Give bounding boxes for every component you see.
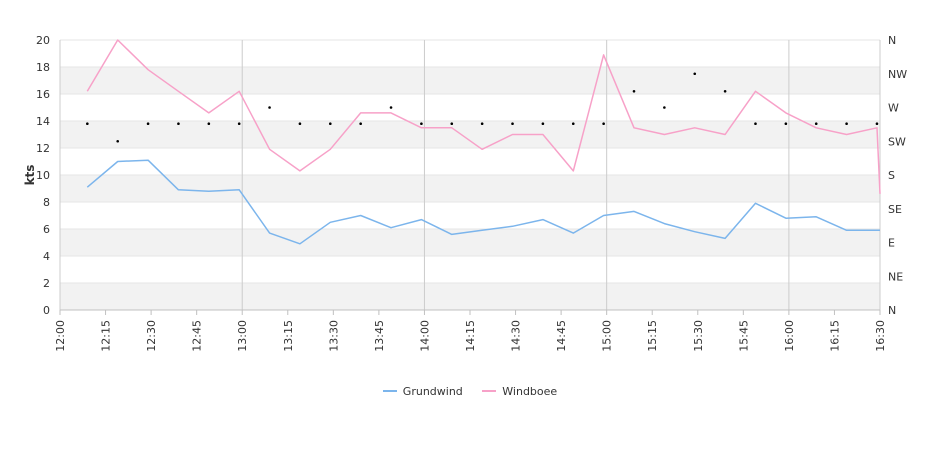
direction-point [116,139,120,143]
x-tick-label: 13:45 [373,320,386,352]
direction-point [511,122,514,125]
direction-point [480,122,484,125]
direction-point [875,122,879,125]
direction-point [420,122,423,125]
x-tick-label: 15:00 [601,320,614,352]
x-tick-label: 12:00 [54,320,67,352]
x-tick-label: 15:45 [737,320,750,352]
direction-tick-label: W [888,102,899,115]
plot-band [60,148,880,175]
plot-band [60,256,880,283]
plot-band [60,121,880,148]
direction-tick-label: S [888,169,895,182]
direction-axis-ticks: N NE E SE S SW W NW N [888,34,907,317]
x-tick-label: 14:15 [464,320,477,352]
direction-tick-label: SW [888,135,906,148]
direction-point [814,122,818,125]
x-tick-label: 12:30 [145,320,158,352]
x-tick-label: 15:30 [692,320,705,352]
direction-point [86,122,89,125]
series-line-windboee [86,39,881,194]
series-lines [86,39,881,245]
y-tick-label: 14 [36,115,50,128]
x-axis-ticks: 12:00 12:15 12:30 12:45 13:00 13:15 13:30 13:45… [54,310,887,352]
direction-point [298,122,302,125]
y-tick-label: 6 [43,223,50,236]
x-tick-label: 14:45 [555,320,568,352]
direction-point [268,106,271,109]
x-tick-label: 14:30 [510,320,523,352]
x-tick-label: 16:30 [874,320,887,352]
direction-point [784,122,788,125]
direction-tick-label: N [888,304,896,317]
direction-point [754,122,757,125]
x-tick-label: 12:15 [100,320,113,352]
y-tick-label: 2 [43,277,50,290]
direction-point [328,122,332,125]
direction-point [693,72,697,76]
y-axis-ticks: 0 2 4 6 8 10 12 14 16 18 20 [36,34,50,317]
legend-swatch-windboee [482,390,497,392]
x-tick-label: 14:00 [418,320,431,352]
x-tick-label: 12:45 [191,320,204,352]
direction-point [541,122,545,125]
x-tick-label: 16:15 [828,320,841,352]
direction-point [450,122,454,125]
direction-tick-label: SE [888,203,902,216]
x-tick-label: 13:00 [236,320,249,352]
plot-band [60,67,880,94]
x-tick-label: 15:15 [646,320,659,352]
plot-band [60,40,880,67]
plot-band [60,175,880,202]
y-tick-label: 20 [36,34,50,47]
y-tick-label: 0 [43,304,50,317]
direction-point [207,122,211,125]
direction-points [86,72,879,143]
plot-band [60,94,880,121]
direction-point [723,90,727,93]
y-tick-label: 10 [36,169,50,182]
x-tick-label: 16:00 [783,320,796,352]
y-tick-label: 12 [36,142,50,155]
plot-band [60,283,880,310]
direction-point [602,122,605,125]
legend-label-windboee: Windboee [502,385,558,398]
x-tick-label: 13:30 [327,320,340,352]
direction-point [845,122,848,125]
direction-tick-label: NE [888,270,903,283]
direction-point [571,122,575,125]
direction-tick-label: N [888,34,896,47]
direction-point [359,122,362,125]
x-tick-label: 13:15 [282,320,295,352]
legend-swatch-grundwind [382,390,397,392]
direction-tick-label: NW [888,68,907,81]
direction-point [146,122,150,125]
direction-point [237,122,241,125]
plot-band [60,229,880,256]
series-line-grundwind [86,159,880,245]
y-tick-label: 4 [43,250,50,263]
direction-point [663,106,666,109]
legend-item-grundwind[interactable]: Grundwind [382,385,463,398]
y-tick-label: 16 [36,88,50,101]
legend-label-grundwind: Grundwind [402,385,463,398]
y-tick-label: 8 [43,196,50,209]
direction-point [177,122,180,125]
legend: Grundwind Windboee [0,385,940,398]
plot-bands [60,39,880,311]
y-tick-label: 18 [36,61,50,74]
direction-tick-label: E [888,237,895,250]
y-axis-label: kts [23,165,37,186]
plot-band [60,202,880,229]
direction-point [632,90,636,93]
legend-item-windboee[interactable]: Windboee [482,385,557,398]
direction-point [389,106,393,109]
